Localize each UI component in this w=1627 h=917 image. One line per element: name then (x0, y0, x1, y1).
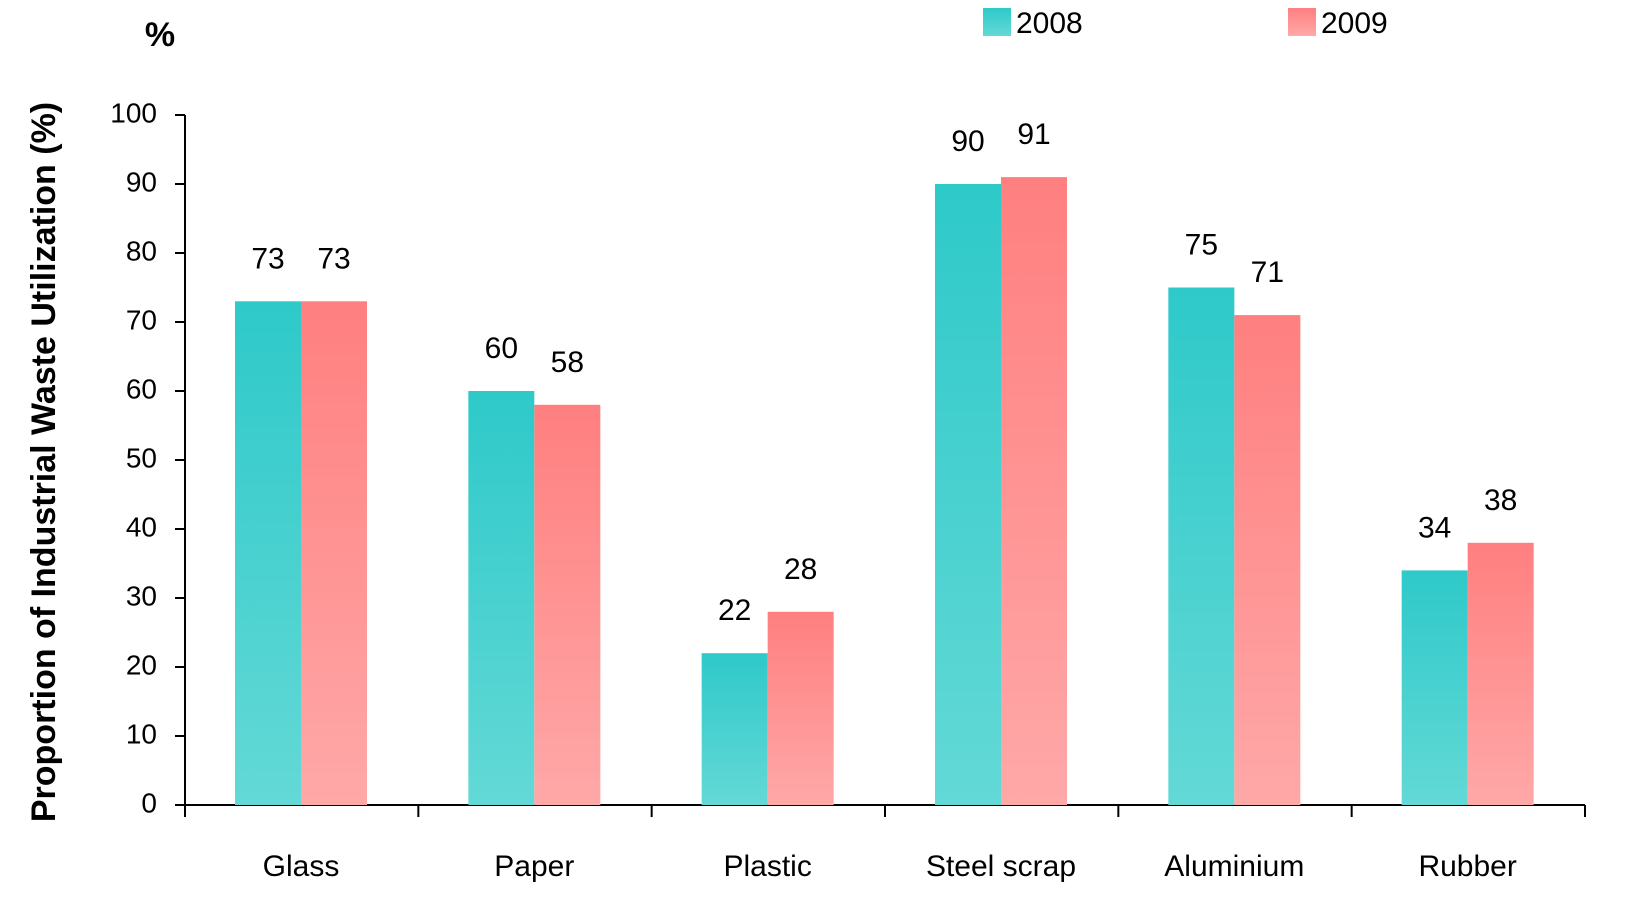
x-category-label: Paper (494, 850, 574, 883)
data-label-2009: 71 (1251, 256, 1284, 289)
data-label-2008: 75 (1185, 229, 1218, 262)
x-category-label: Aluminium (1164, 850, 1304, 883)
bar-2008 (935, 184, 1001, 805)
bar-2009 (534, 404, 601, 805)
bar-2009 (767, 611, 834, 805)
data-label-2008: 90 (951, 125, 984, 158)
data-label-2009: 91 (1017, 118, 1050, 151)
bar-2009 (301, 301, 367, 805)
y-tick-label: 70 (126, 304, 157, 335)
data-label-2008: 73 (251, 242, 284, 275)
y-tick-label: 20 (126, 649, 157, 680)
legend-swatch-2009 (1288, 8, 1316, 36)
legend-label-2008: 2008 (1016, 7, 1083, 40)
bar-2008 (468, 391, 535, 805)
data-label-2009: 58 (551, 346, 584, 379)
bar-2009 (1234, 315, 1301, 805)
bar-2008 (235, 301, 301, 805)
data-label-2009: 28 (784, 553, 817, 586)
x-category-label: Rubber (1418, 850, 1516, 883)
bar-2008 (1168, 287, 1235, 805)
legend-swatch-2008 (983, 8, 1011, 36)
x-category-label: Steel scrap (926, 850, 1076, 883)
data-label-2008: 34 (1418, 511, 1451, 544)
x-category-label: Glass (263, 850, 340, 883)
y-tick-label: 30 (126, 580, 157, 611)
legend: 2008 2009 (983, 7, 1388, 40)
plot-area: 0 10 20 30 40 50 60 70 80 90 100 73 73 Glass 60 58 Paper… (110, 97, 1586, 883)
y-tick-label: 0 (141, 787, 157, 818)
y-tick-label: 60 (126, 373, 157, 404)
y-axis-title: Proportion of Industrial Waste Utilizati… (25, 102, 63, 822)
y-tick-label: 50 (126, 442, 157, 473)
bar-2009 (1001, 177, 1067, 806)
data-label-2009: 38 (1484, 484, 1517, 517)
data-label-2009: 73 (317, 242, 350, 275)
y-tick-label: 40 (126, 511, 157, 542)
bar-2009 (1467, 542, 1534, 805)
bar-2008 (701, 653, 768, 805)
y-tick-label: 100 (110, 97, 157, 128)
data-label-2008: 60 (485, 332, 518, 365)
y-tick-label: 90 (126, 166, 157, 197)
legend-label-2009: 2009 (1321, 7, 1388, 40)
x-category-label: Plastic (723, 850, 811, 883)
y-tick-label: 10 (126, 718, 157, 749)
bar-2008 (1401, 570, 1468, 805)
y-tick-label: 80 (126, 235, 157, 266)
data-label-2008: 22 (718, 594, 751, 627)
y-axis-unit-label: % (145, 16, 175, 54)
